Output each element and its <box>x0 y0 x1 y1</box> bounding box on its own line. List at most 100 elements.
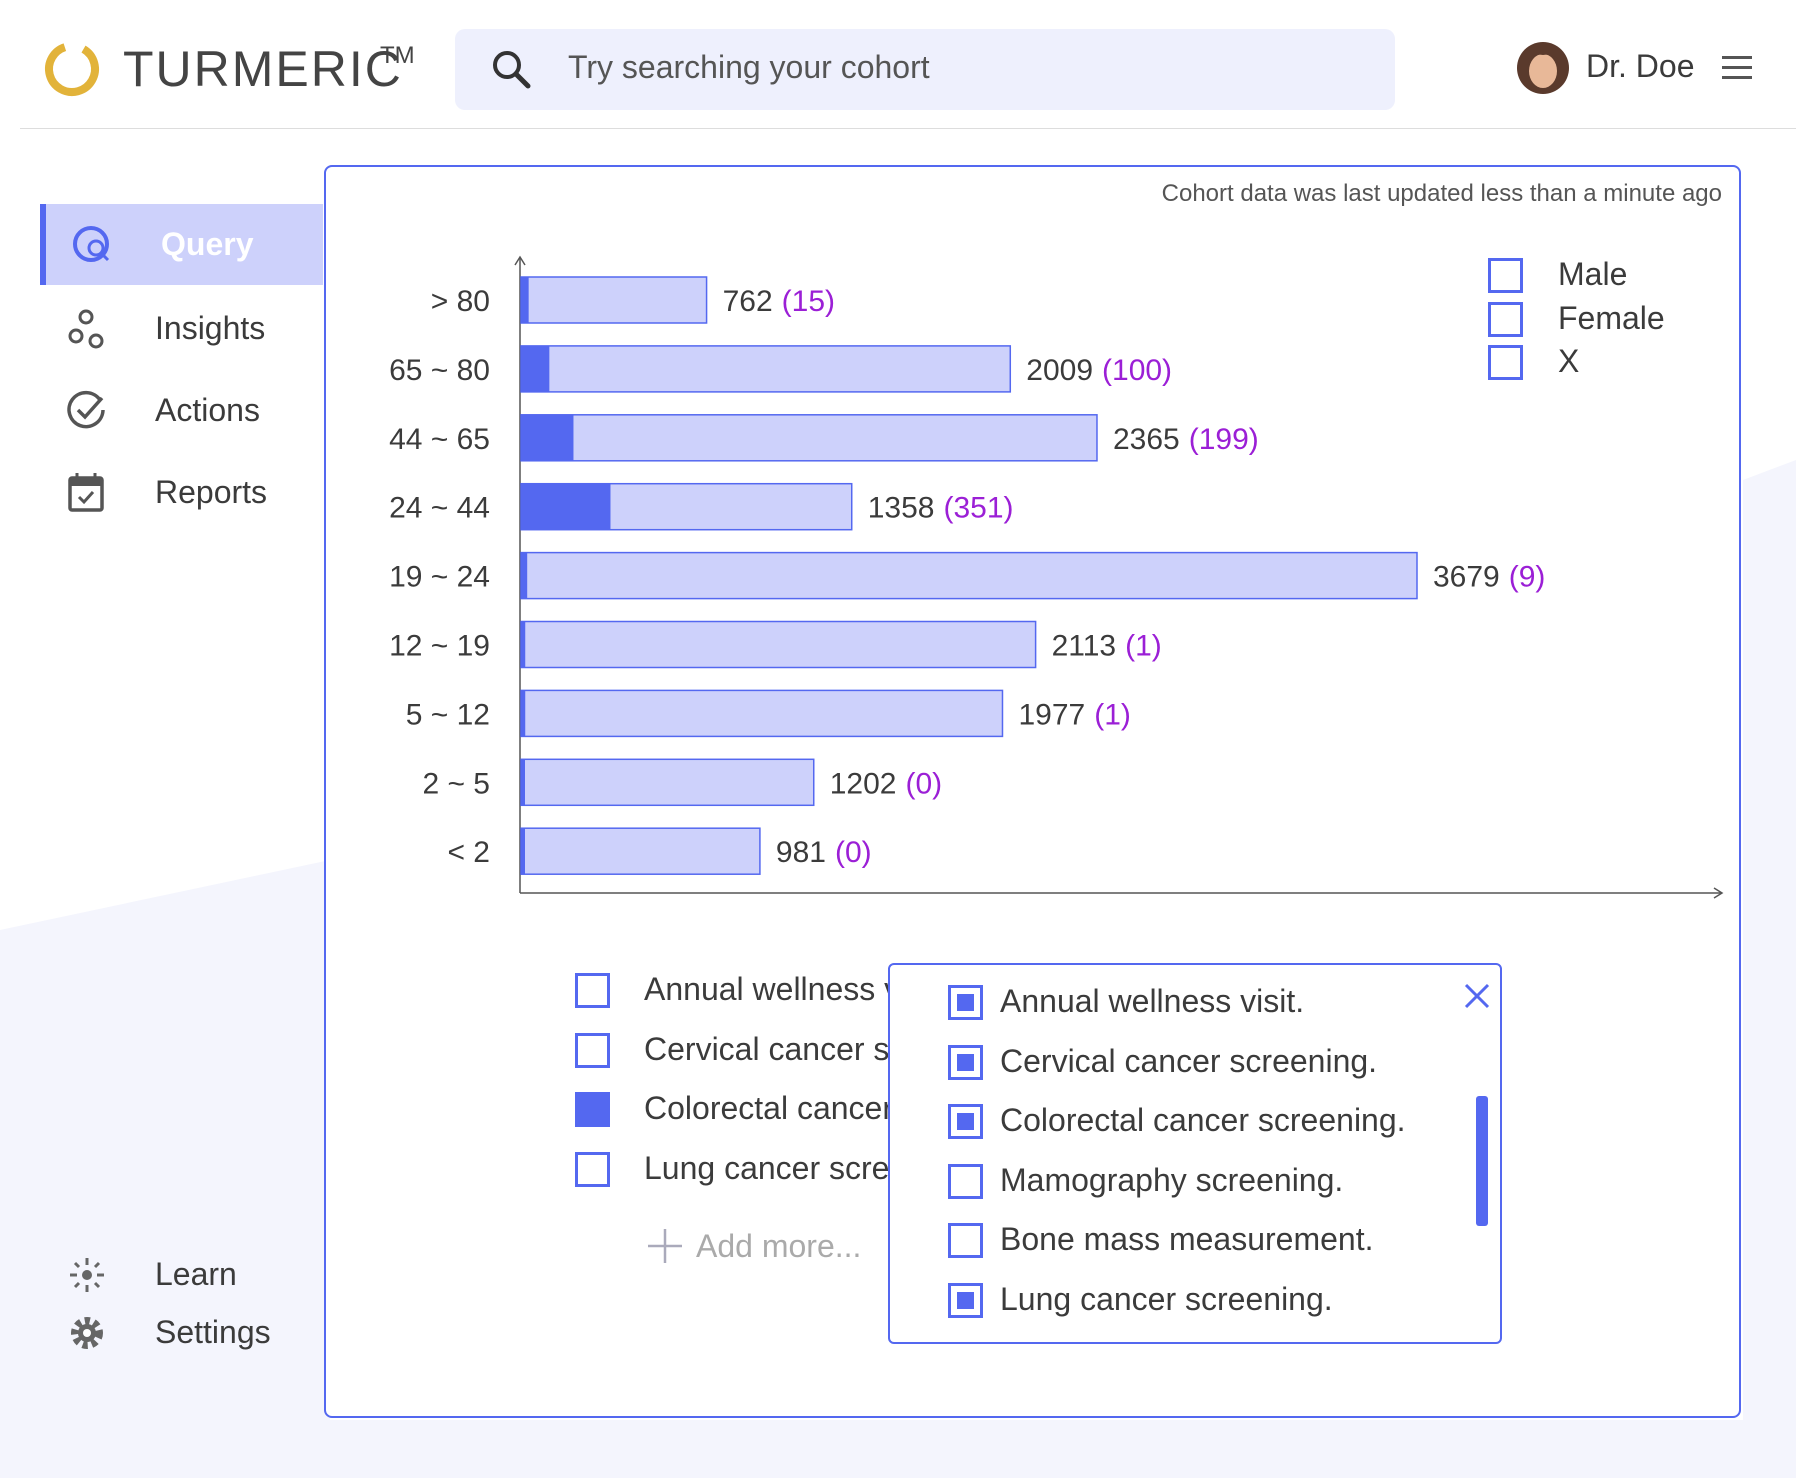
bar <box>520 620 1037 669</box>
checkbox[interactable] <box>948 1223 983 1258</box>
logo[interactable] <box>42 39 102 99</box>
category-label: 5 ~ 12 <box>406 698 490 731</box>
option-label[interactable]: Lung cancer screening. <box>1000 1280 1333 1317</box>
checkbox[interactable] <box>1488 345 1523 380</box>
subset-bar <box>521 828 525 875</box>
subset-value-label: (1) <box>1125 630 1162 663</box>
scrollbar[interactable] <box>1476 1096 1488 1226</box>
option-label[interactable]: Male <box>1558 256 1628 292</box>
option-label[interactable]: X <box>1558 343 1580 379</box>
value-label: 1358 <box>868 492 935 525</box>
subset-bar <box>521 759 525 806</box>
category-label: < 2 <box>447 836 490 869</box>
nav-label: Reports <box>155 474 268 510</box>
value-label: 2365 <box>1113 423 1180 456</box>
subset-bar <box>521 690 526 737</box>
subset-bar <box>521 414 574 461</box>
category-label: 65 ~ 80 <box>389 354 490 387</box>
x-axis-arrow <box>1713 887 1724 899</box>
checkbox[interactable] <box>948 985 983 1020</box>
bar <box>520 276 708 324</box>
value-label: 3679 <box>1433 561 1500 594</box>
insights-icon <box>68 309 104 349</box>
checkbox[interactable] <box>1488 301 1523 337</box>
screening-dropdown: Annual wellness visit. Cervical cancer sc… <box>888 963 1502 1344</box>
value-label: 1977 <box>1018 698 1085 731</box>
header-divider <box>20 128 1796 129</box>
settings-icon <box>71 1317 103 1349</box>
checkbox[interactable] <box>948 1104 983 1139</box>
trademark: TM <box>380 42 415 69</box>
subset-bar <box>521 621 526 668</box>
subset-value-label: (0) <box>905 767 942 800</box>
search-box[interactable]: Try searching your cohort <box>455 29 1395 110</box>
status-text: Cohort data was last updated less than a… <box>1161 180 1722 207</box>
subset-value-label: (0) <box>835 836 872 869</box>
bar <box>520 414 1098 462</box>
checkbox[interactable] <box>948 1044 983 1080</box>
bar <box>520 551 1418 600</box>
category-label: 12 ~ 19 <box>389 630 490 663</box>
category-label: 24 ~ 44 <box>389 492 490 525</box>
checkbox[interactable] <box>575 1092 610 1127</box>
add-icon[interactable] <box>646 1227 684 1265</box>
avatar[interactable] <box>1516 41 1570 95</box>
option-label[interactable]: Cervical cancer screening. <box>1000 1042 1378 1079</box>
subset-value-label: (100) <box>1102 354 1172 387</box>
query-icon <box>73 226 110 262</box>
nav-item[interactable]: Reports <box>40 452 323 533</box>
add-more[interactable]: Add more... <box>696 1228 862 1264</box>
nav-label: Query <box>161 226 254 262</box>
brand: TURMERIC <box>123 41 403 97</box>
subset-value-label: (199) <box>1189 423 1259 456</box>
menu-icon[interactable] <box>1722 56 1754 80</box>
checkbox[interactable] <box>575 1151 610 1187</box>
nav-item[interactable]: Query <box>40 204 323 285</box>
value-label: 2009 <box>1026 354 1093 387</box>
checkbox[interactable] <box>1488 258 1523 293</box>
category-label: 44 ~ 65 <box>389 423 490 456</box>
checkbox[interactable] <box>575 1032 610 1068</box>
category-label: 2 ~ 5 <box>422 767 490 800</box>
option-label[interactable]: Annual wellness visit. <box>1000 983 1305 1019</box>
checkbox[interactable] <box>575 973 610 1008</box>
category-label: > 80 <box>431 285 490 318</box>
subset-value-label: (15) <box>782 285 835 318</box>
nav-item[interactable]: Settings <box>40 1292 323 1373</box>
subset-value-label: (1) <box>1094 698 1131 731</box>
option-label[interactable]: Bone mass measurement. <box>1000 1221 1374 1257</box>
search-placeholder: Try searching your cohort <box>568 49 930 85</box>
bar <box>520 758 815 807</box>
checkbox[interactable] <box>948 1163 983 1199</box>
option-label[interactable]: Female <box>1558 299 1665 336</box>
subset-bar <box>521 345 550 392</box>
subset-bar <box>521 552 528 599</box>
checkbox[interactable] <box>948 1282 983 1318</box>
close-icon[interactable] <box>1464 983 1490 1009</box>
category-label: 19 ~ 24 <box>389 561 490 594</box>
search-icon <box>493 51 531 89</box>
option-label[interactable]: Colorectal cancer screening. <box>1000 1102 1406 1138</box>
subset-value-label: (9) <box>1509 561 1546 594</box>
value-label: 2113 <box>1052 630 1117 663</box>
nav-item[interactable]: Learn <box>40 1234 323 1315</box>
nav-label: Actions <box>155 392 260 428</box>
value-label: 1202 <box>830 767 897 800</box>
user-name[interactable]: Dr. Doe <box>1586 48 1695 84</box>
nav-label: Learn <box>155 1256 237 1292</box>
subset-bar <box>521 483 611 530</box>
bar <box>520 827 761 875</box>
value-label: 762 <box>723 285 773 318</box>
bar <box>520 689 1004 738</box>
nav-item[interactable]: Actions <box>40 370 323 451</box>
nav-label: Settings <box>155 1314 271 1350</box>
y-axis-arrow <box>514 255 526 266</box>
actions-icon <box>67 390 105 429</box>
option-label[interactable]: Mamography screening. <box>1000 1161 1344 1198</box>
reports-icon <box>68 473 104 512</box>
nav-item[interactable]: Insights <box>40 288 323 369</box>
bar <box>520 345 1012 393</box>
